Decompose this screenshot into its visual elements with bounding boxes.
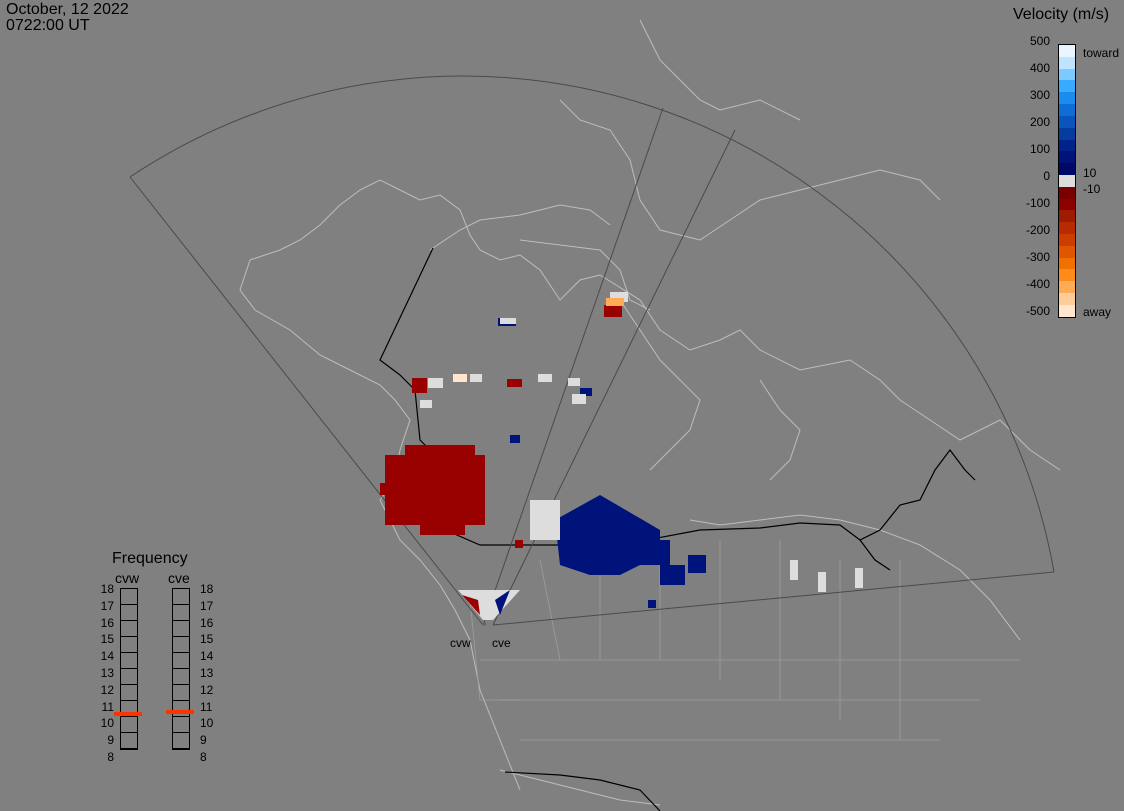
- radar-site-marker: [482, 622, 486, 626]
- time-label: 0722:00 UT: [6, 17, 90, 34]
- frequency-level-label: 17: [100, 598, 114, 613]
- colorbar-tick-label: 500: [1029, 34, 1050, 48]
- colorbar-cell: [1059, 92, 1075, 105]
- colorbar-tick-label: -400: [1025, 277, 1050, 291]
- frequency-level-label: 10: [200, 716, 214, 731]
- colorbar-tick-label: -10: [1083, 182, 1101, 196]
- frequency-level-label: 18: [100, 582, 114, 596]
- frequency-level-label: 14: [100, 649, 114, 664]
- frequency-radar-cvw: cvw: [115, 570, 140, 586]
- frequency-level-label: 16: [200, 615, 214, 630]
- colorbar-tick-label: -200: [1025, 223, 1050, 237]
- colorbar-cell-ground: [1059, 174, 1075, 187]
- colorbar-tick-label: -300: [1025, 250, 1050, 264]
- frequency-level-label: 8: [200, 750, 207, 764]
- velocity-cells-toward: [498, 318, 706, 608]
- frequency-level-label: 16: [100, 615, 114, 630]
- frequency-level-label: 18: [200, 582, 214, 596]
- frequency-level-label: 11: [200, 699, 213, 714]
- colorbar-cell: [1059, 293, 1075, 305]
- frequency-level-label: 12: [100, 682, 114, 697]
- colorbar-tick-label: 200: [1029, 115, 1050, 129]
- frequency-level-label: 8: [107, 750, 114, 764]
- frequency-level-label: 12: [200, 682, 214, 697]
- colorbar-cell: [1059, 151, 1075, 164]
- colorbar-cell: [1059, 222, 1075, 234]
- frequency-title: Frequency: [112, 550, 188, 567]
- colorbar-tick-label: 10: [1083, 166, 1097, 180]
- colorbar-cell: [1059, 234, 1075, 246]
- frequency-level-label: 10: [100, 716, 114, 731]
- frequency-level-label: 13: [100, 666, 114, 680]
- colorbar-cell: [1059, 104, 1075, 116]
- colorbar-cell: [1059, 56, 1075, 69]
- national-border: [379, 247, 976, 811]
- frequency-level-label: 13: [200, 666, 214, 680]
- colorbar-tick-label: -100: [1025, 196, 1050, 210]
- colorbar-cell: [1059, 281, 1075, 294]
- colorbar-tick-label: 400: [1029, 61, 1050, 75]
- velocity-cell-away-max: [453, 374, 467, 382]
- frequency-level-label: 17: [200, 598, 214, 613]
- frequency-box-cvw: [120, 588, 138, 750]
- date-label: October, 12 2022: [6, 1, 129, 18]
- colorbar-toward-label: toward: [1083, 46, 1120, 60]
- frequency-level-label: 14: [200, 649, 214, 664]
- colorbar-away-label: away: [1083, 305, 1112, 319]
- colorbar-tick-label: -500: [1025, 304, 1050, 318]
- frequency-radar-cve: cve: [168, 570, 190, 586]
- frequency-level-label: 15: [200, 632, 214, 647]
- frequency-level-label: 15: [100, 632, 114, 647]
- colorbar-cell: [1059, 127, 1075, 140]
- colorbar-cell: [1059, 80, 1075, 93]
- colorbar-cell: [1059, 257, 1075, 270]
- colorbar-cell: [1059, 163, 1075, 175]
- colorbar-tick-label: 300: [1029, 88, 1050, 102]
- colorbar-cell: [1059, 45, 1075, 57]
- coastlines: [239, 19, 1061, 806]
- near-radar-fan: [458, 590, 520, 620]
- colorbar-cell: [1059, 139, 1075, 152]
- colorbar-cell: [1059, 186, 1075, 199]
- colorbar-cell: [1059, 115, 1075, 128]
- frequency-level-label: 9: [200, 733, 207, 748]
- frequency-marker-cve: [166, 710, 194, 715]
- colorbar-cell: [1059, 210, 1075, 223]
- radar-label-cvw: cvw: [450, 636, 471, 650]
- velocity-cells-away: [380, 305, 622, 548]
- frequency-marker-cvw: [114, 712, 142, 716]
- colorbar-title: Velocity (m/s): [1013, 6, 1110, 23]
- colorbar-cell: [1059, 304, 1075, 317]
- colorbar-cell: [1059, 198, 1075, 211]
- radar-label-cve: cve: [492, 636, 511, 650]
- velocity-cell-away-strong: [606, 298, 624, 306]
- radar-fov: [129, 75, 1055, 626]
- frequency-level-label: 9: [107, 733, 114, 748]
- colorbar-tick-label: 0: [1043, 169, 1050, 183]
- state-borders: [469, 540, 1020, 741]
- frequency-box-cve: [172, 588, 190, 750]
- colorbar-cell: [1059, 68, 1075, 81]
- velocity-colorbar: [1058, 44, 1076, 318]
- velocity-cells-ground: [420, 292, 863, 592]
- colorbar-cell: [1059, 269, 1075, 282]
- colorbar-tick-label: 100: [1029, 142, 1050, 156]
- colorbar-cell: [1059, 245, 1075, 258]
- frequency-level-label: 11: [101, 699, 114, 714]
